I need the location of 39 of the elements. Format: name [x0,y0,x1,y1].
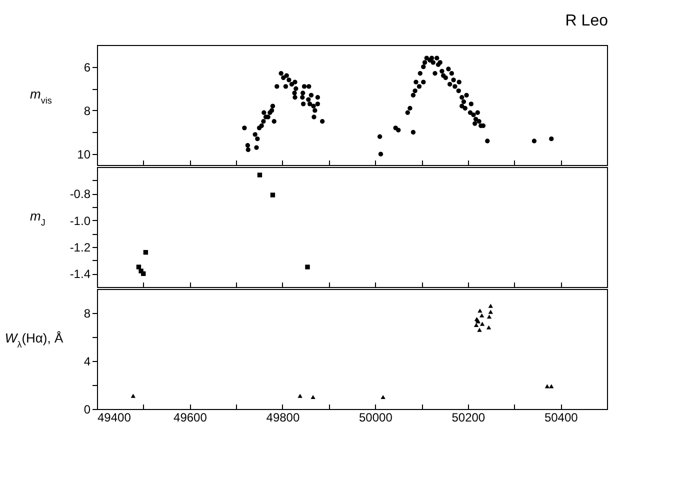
x-tick-label: 49400 [98,410,132,424]
point [477,328,482,332]
point [479,313,484,318]
x-tick-label: 49600 [174,410,208,424]
x-tick-label: 50400 [544,410,578,424]
y-tick-label: 4 [84,354,91,368]
point [136,264,142,270]
y-tick-label: 10 [77,148,91,162]
y-tick-label: 6 [84,60,91,74]
point [298,394,302,398]
y-axis-title: m$_{J}$ [30,208,46,228]
y-tick-label: 8 [84,104,91,118]
point [310,394,316,400]
point [474,322,479,328]
point [380,394,386,400]
y-tick-label: -1.2 [70,240,91,254]
point [486,325,492,330]
chart-title: R Leo [565,12,608,30]
x-tick-label: 49800 [266,410,300,424]
point [478,308,482,313]
y-tick-label: 8 [84,306,91,320]
point [143,250,148,255]
point [130,394,136,398]
x-tick-label: 50200 [452,410,486,424]
y-axis-title: W$_{λ}$(Hα), Å [4,330,64,350]
y-tick-label: 0 [84,402,91,416]
point [488,310,493,314]
x-tick-label: 50000 [358,410,393,424]
point [480,322,485,326]
y-tick-label: -1.0 [70,214,91,228]
point [488,304,493,308]
y-tick-label: -0.8 [70,187,91,202]
point [141,271,146,276]
point [305,264,310,270]
point [270,192,276,198]
point [486,314,492,319]
y-axis-title: m$_{vis}$ [30,86,52,106]
point [257,172,262,178]
y-tick-label: -1.4 [70,267,91,282]
